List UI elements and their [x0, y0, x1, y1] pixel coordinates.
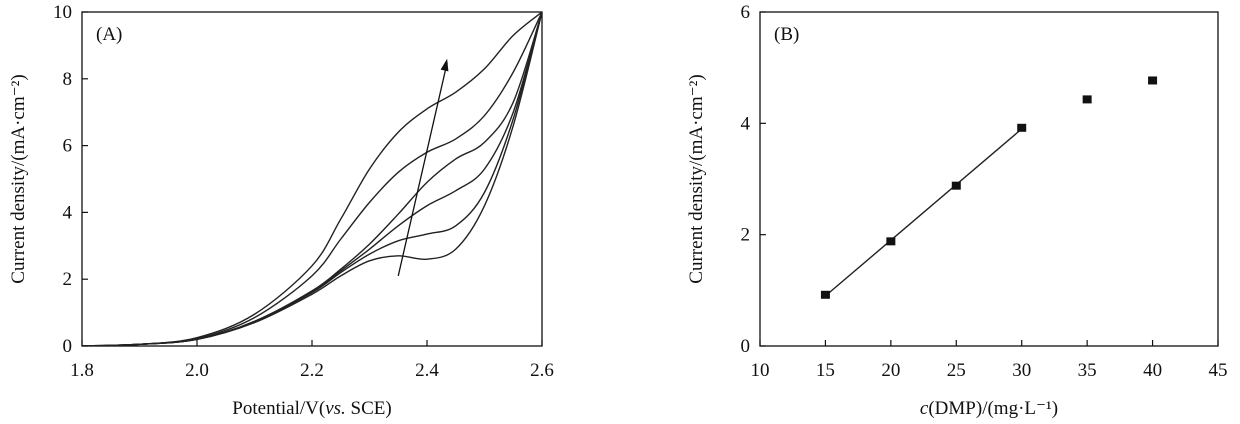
panel-a-plot-frame: [81, 11, 543, 347]
panel-b-panel-label: (B): [774, 24, 799, 45]
panel-a-chart: 1.8 2.0 2.2 2.4 2.6 0 2 4 6 8 10 (A) Current density…: [8, 2, 554, 419]
panel-a-y-axis-label: Current density/(mA·cm⁻²): [8, 74, 29, 283]
panel-a-arrow-line: [397, 62, 448, 277]
panel-a-y-tick-label: 2: [63, 269, 73, 290]
panel-a-x-axis-label-part: Potential/V(: [232, 398, 325, 419]
panel-b-data-point: [1082, 95, 1092, 104]
panel-b-x-tick-label: 30: [1012, 360, 1031, 381]
panel-b-x-tick-label: 15: [816, 360, 835, 381]
panel-b-x-tick-label: 45: [1209, 360, 1228, 381]
panel-a-y-tick-label: 0: [63, 336, 73, 357]
panel-a-series-line-4: [82, 12, 542, 346]
panel-a-y-tick-label: 4: [63, 202, 73, 223]
panel-a-panel-label: (A): [96, 24, 122, 45]
panel-b-y-tick-label: 4: [741, 113, 751, 134]
panel-a-series-line-6: [82, 12, 542, 346]
panel-b-x-axis-label-part: c: [920, 398, 929, 419]
panel-b-chart: 10 15 20 25 30 35 40 45 0 2 4 6 (B) Current density/(…: [686, 2, 1228, 419]
panel-b-y-tick-label: 2: [741, 225, 751, 246]
panel-b-data-point: [1017, 123, 1027, 132]
panel-a-x-tick-label: 1.8: [70, 360, 94, 381]
panel-b-x-tick-label: 10: [751, 360, 770, 381]
panel-a-x-tick-label: 2.4: [415, 360, 439, 381]
panel-a-x-axis-label-part: vs.: [325, 398, 346, 419]
panel-b-x-tick-label: 40: [1143, 360, 1162, 381]
panel-a-y-tick-label: 6: [63, 136, 73, 157]
panel-a-series-line-5: [82, 12, 542, 346]
panel-a-x-tick-label: 2.6: [530, 360, 554, 381]
panel-a-x-tick-label: 2.2: [300, 360, 324, 381]
panel-b-data-point: [820, 290, 830, 299]
panel-b-x-axis-label: c(DMP)/(mg·L⁻¹): [920, 398, 1058, 419]
panel-b-data-point: [951, 181, 961, 190]
panel-a-y-tick-label: 10: [53, 2, 72, 23]
panel-a-y-tick-label: 8: [63, 69, 73, 90]
panel-a-x-axis-label-part: SCE): [346, 398, 392, 419]
panel-a-series-line-1: [82, 12, 542, 346]
panel-b-fit-line: [824, 128, 1023, 297]
panel-b-data-point: [886, 237, 896, 246]
panel-b-y-axis-label: Current density/(mA·cm⁻²): [686, 74, 707, 283]
panel-b-x-tick-label: 35: [1078, 360, 1097, 381]
panel-b-x-axis-label-part: (DMP)/(mg·L⁻¹): [928, 398, 1058, 419]
panel-b-y-tick-label: 6: [741, 2, 751, 23]
panel-a-x-axis-label: Potential/V(vs. SCE): [232, 398, 391, 419]
panel-a-arrow-head: [440, 58, 449, 72]
panel-b-x-tick-label: 25: [947, 360, 966, 381]
panel-b-data-point: [1148, 76, 1158, 85]
panel-b-x-tick-label: 20: [881, 360, 900, 381]
panel-a-x-tick-label: 2.0: [185, 360, 209, 381]
panel-b-y-tick-label: 0: [741, 336, 751, 357]
panel-b-plot-frame: [759, 11, 1219, 347]
panel-a-series-line-3: [82, 12, 542, 346]
panel-a-curves: [82, 12, 542, 346]
panel-a-series-line-2: [82, 12, 542, 346]
